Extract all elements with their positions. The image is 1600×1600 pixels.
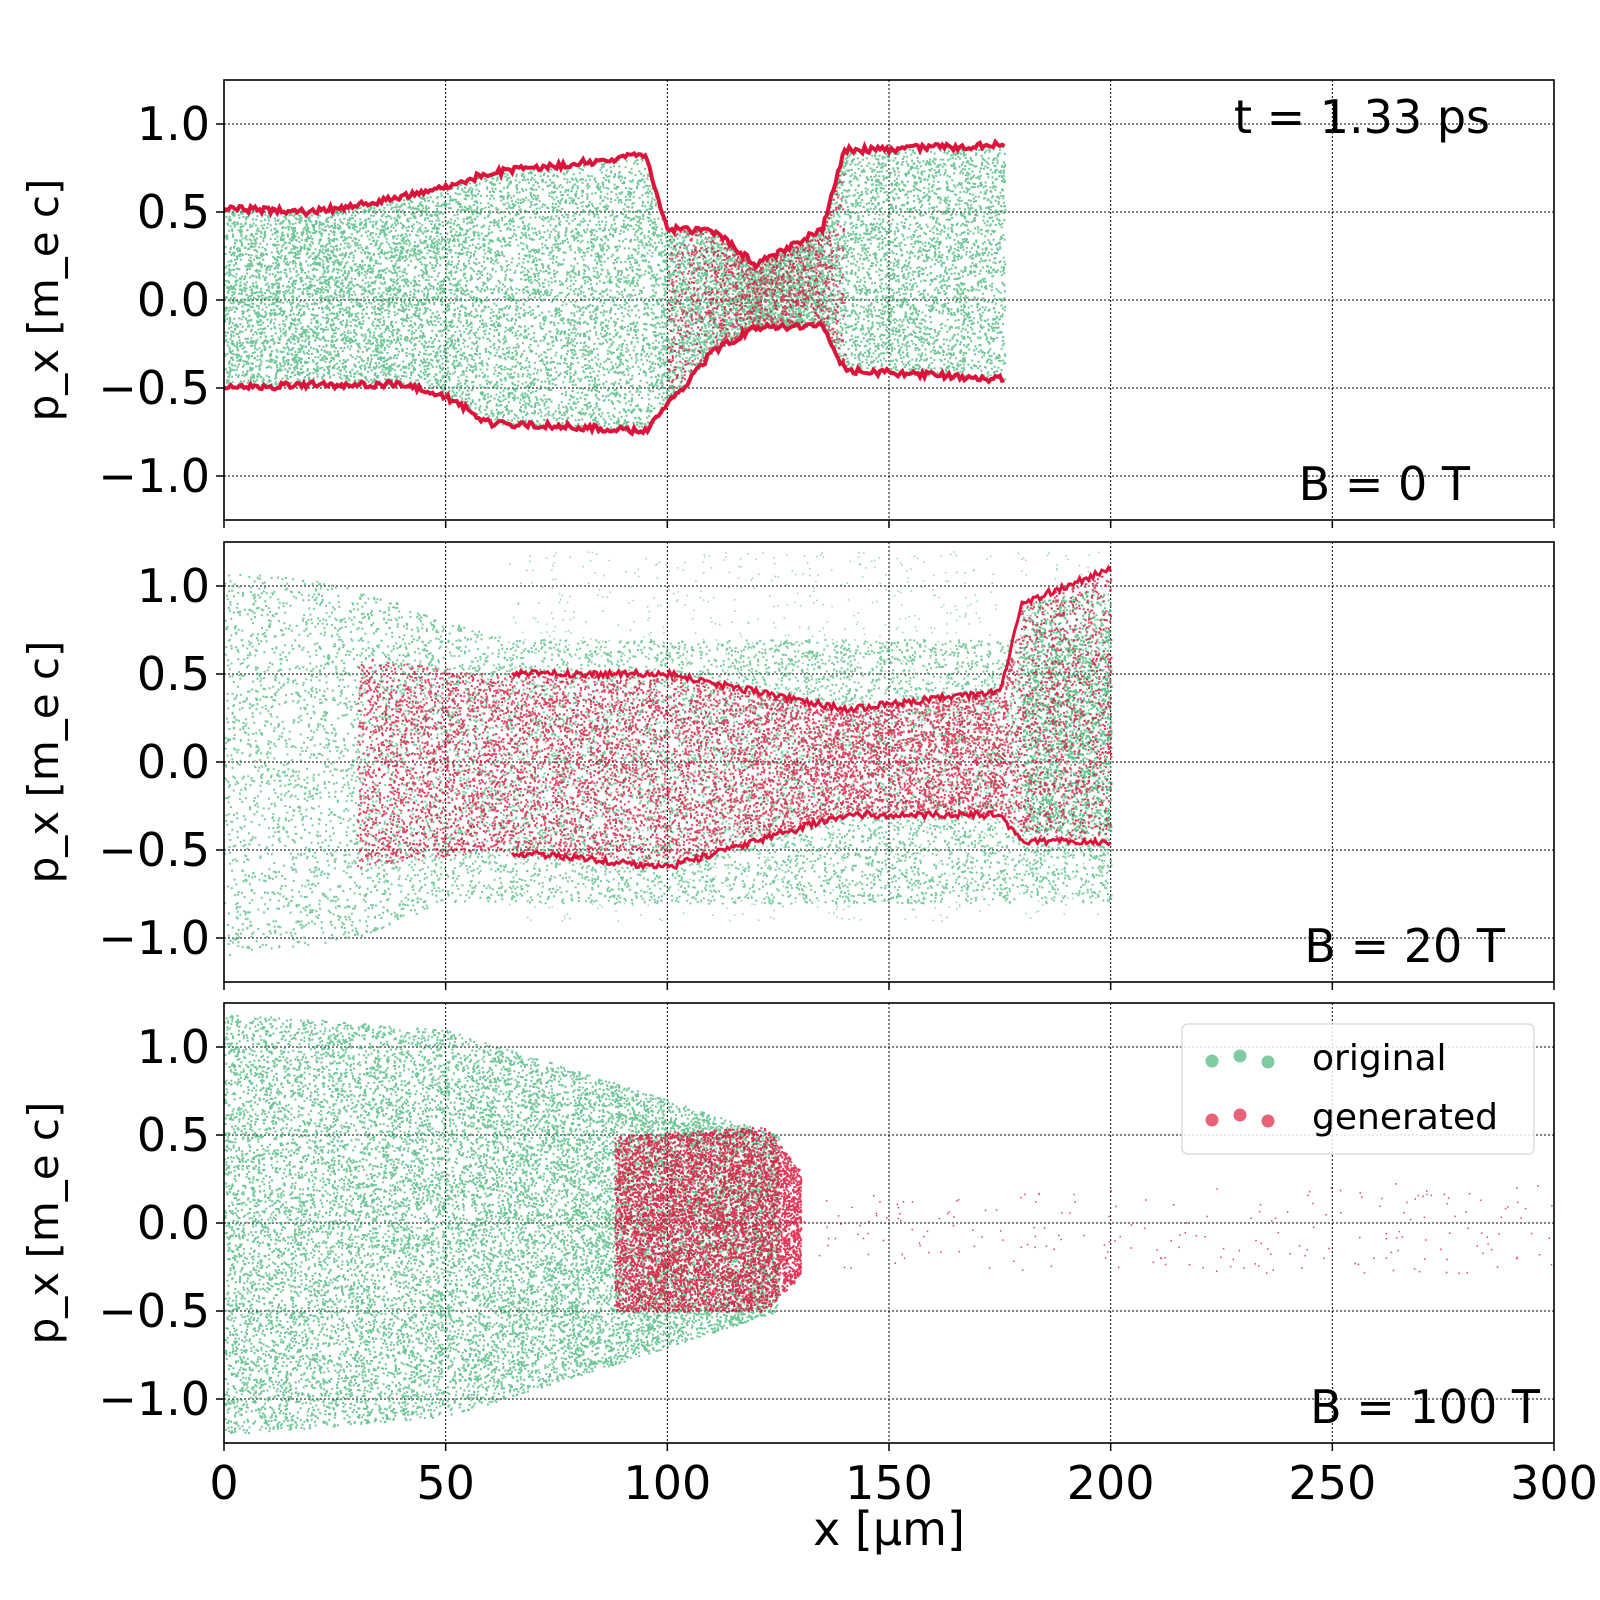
ytick-label: −1.0: [98, 449, 210, 503]
scatter-points: [1022, 590, 1113, 835]
ylabel-b100: p_x [m_e c]: [19, 1102, 68, 1345]
xlabel: x [μm]: [813, 1502, 965, 1556]
ytick-label: 1.0: [137, 1020, 210, 1074]
scatter-points: [224, 573, 1113, 956]
ytick-label: −1.0: [98, 911, 210, 965]
ytick-label: 1.0: [137, 97, 210, 151]
xtick-label: 250: [1288, 1456, 1376, 1510]
envelope-edge: [510, 809, 1112, 871]
legend: original generated: [1181, 1023, 1535, 1155]
xticks-b100: [223, 1443, 1555, 1451]
xtick-label: 50: [416, 1456, 475, 1510]
scatter-generated-b20: [357, 564, 1113, 871]
grid-b20: [223, 542, 1555, 982]
ytick-label: 0.5: [137, 185, 210, 239]
ytick-label: 0.0: [137, 1196, 210, 1250]
panel-b0: −1.0 −0.5 0.0 0.5 1.0 t = 1.33 ps B = 0 T p_…: [19, 79, 1555, 528]
legend-label-generated: generated: [1312, 1097, 1498, 1138]
xtick-label: 100: [623, 1456, 711, 1510]
envelope-edge: [511, 564, 1112, 715]
scatter-generated-b100: [614, 1127, 1554, 1313]
scatter-generated-b0: [224, 138, 1006, 437]
scatter-points: [224, 1014, 781, 1435]
envelope-edge: [224, 320, 1005, 437]
scatter-points: [803, 1183, 1554, 1274]
ytick-label: −0.5: [98, 361, 210, 415]
xtick-label: 200: [1067, 1456, 1155, 1510]
legend-label-original: original: [1312, 1038, 1447, 1079]
yticks-b100: −1.0 −0.5 0.0 0.5 1.0: [98, 1020, 224, 1426]
scatter-points: [357, 569, 1113, 870]
ytick-label: 0.5: [137, 1108, 210, 1162]
ytick-label: 0.0: [137, 735, 210, 789]
time-annotation: t = 1.33 ps: [1234, 90, 1490, 144]
panel-annotation-b0: B = 0 T: [1299, 457, 1471, 511]
xtick-label: 0: [209, 1456, 238, 1510]
ytick-label: 0.0: [137, 273, 210, 327]
xticks-b20: [223, 982, 1555, 990]
panel-annotation-b20: B = 20 T: [1304, 919, 1506, 973]
scatter-original-b20: [224, 551, 1113, 956]
legend-marker-generated: [1205, 1108, 1275, 1128]
yticks-b0: −1.0 −0.5 0.0 0.5 1.0: [98, 97, 224, 503]
scatter-points: [614, 1127, 803, 1313]
xtick-label: 300: [1510, 1456, 1598, 1510]
legend-marker-original: [1205, 1049, 1275, 1069]
envelope-edge: [224, 138, 1006, 271]
ylabel-b0: p_x [m_e c]: [19, 179, 68, 422]
ylabel-b20: p_x [m_e c]: [19, 641, 68, 884]
panel-b100: −1.0−0.50.00.51.0 B = 100 T p_x [m_e c] …: [19, 1002, 1555, 1451]
panel-b20: −1.0 −0.5 0.0 0.5 1.0 B = 20 T p_x [m_e c]: [19, 541, 1555, 990]
yticks-b20: −1.0 −0.5 0.0 0.5 1.0: [98, 559, 224, 965]
scatter-points: [667, 173, 847, 400]
ytick-label: 0.5: [137, 647, 210, 701]
panel-annotation-b100: B = 100 T: [1310, 1380, 1541, 1434]
ytick-label: −1.0: [98, 1372, 210, 1426]
xtick-label: 150: [845, 1456, 933, 1510]
xtick-labels: 0 50 100 150 200 250 300: [209, 1456, 1598, 1510]
ytick-label: 1.0: [137, 559, 210, 613]
scatter-original-b100: [224, 1014, 781, 1435]
xticks-b0: [223, 520, 1555, 528]
ytick-label: −0.5: [98, 1284, 210, 1338]
ytick-label: −0.5: [98, 823, 210, 877]
